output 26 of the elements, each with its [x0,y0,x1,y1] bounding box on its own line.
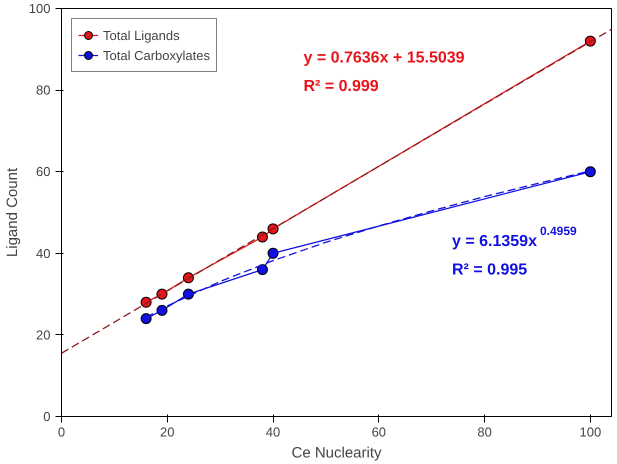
y-tick-label: 0 [43,409,51,424]
x-tick-label: 80 [477,424,492,440]
point [584,166,596,178]
y-tick-label: 100 [28,1,51,16]
point [140,313,152,324]
y-tick-label: 80 [36,82,51,98]
x-axis-title: Ce Nuclearity [291,444,382,462]
point [156,288,168,300]
annotation: y = 0.7636x + 15.5039 [304,49,465,66]
annotation: R² = 0.995 [452,261,528,278]
y-axis-title: Ligand Count [4,167,21,258]
legend-label: Total Carboxylates [103,48,210,62]
x-tick-label: 20 [160,424,175,440]
legend-label: Total Ligands [103,28,180,42]
x-tick-label: 0 [58,424,66,440]
x-tick-label: 100 [580,424,602,440]
x-tick-label: 60 [372,424,386,440]
annotation: R² = 0.999 [304,78,379,95]
point [156,304,168,316]
point [182,288,194,300]
y-tick-label: 40 [36,246,51,261]
point [256,264,268,276]
point [268,248,279,259]
y-tick-label: 60 [36,164,51,180]
y-tick-label: 20 [36,327,51,342]
x-tick-label: 40 [266,424,280,440]
